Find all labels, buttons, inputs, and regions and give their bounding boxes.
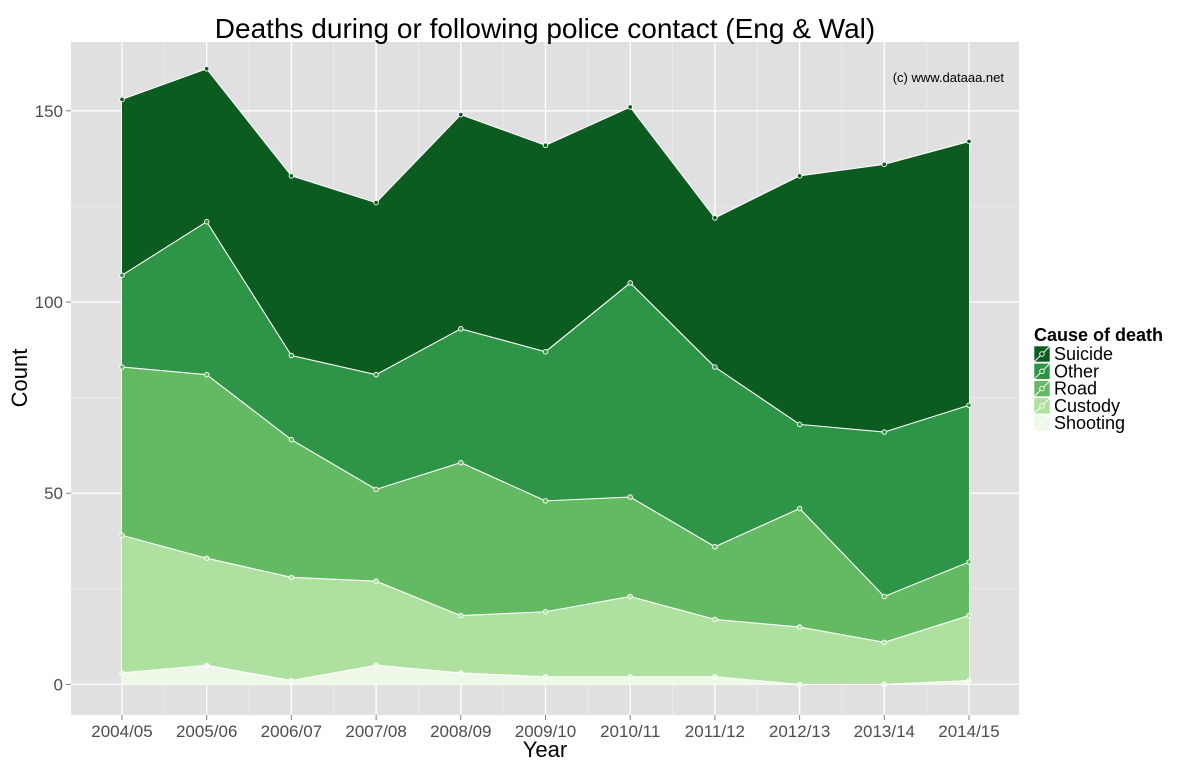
point-custody	[627, 593, 633, 600]
point-custody	[119, 532, 125, 539]
chart-title: Deaths during or following police contac…	[215, 13, 875, 44]
x-tick-label: 2005/06	[176, 722, 237, 741]
point-suicide	[119, 96, 125, 103]
area-shooting	[122, 665, 969, 685]
point-suicide	[966, 138, 972, 145]
point-suicide	[288, 173, 295, 179]
legend-label-other: Other	[1054, 361, 1099, 381]
x-tick-label: 2008/09	[430, 722, 491, 741]
point-suicide	[881, 161, 888, 168]
point-suicide	[542, 142, 549, 148]
point-road	[712, 544, 718, 550]
point-road	[373, 486, 379, 493]
x-tick-label: 2012/13	[769, 722, 830, 741]
legend-key-point	[1039, 420, 1045, 426]
y-tick-label: 150	[35, 102, 63, 121]
point-shooting	[712, 674, 718, 680]
point-shooting	[542, 674, 549, 680]
legend-title: Cause of death	[1034, 325, 1163, 345]
point-other	[458, 326, 464, 332]
point-shooting	[881, 681, 888, 688]
point-shooting	[627, 674, 633, 680]
y-tick-label: 0	[54, 675, 63, 694]
point-shooting	[373, 662, 379, 669]
point-other	[712, 364, 718, 370]
x-tick-label: 2014/15	[938, 722, 999, 741]
point-other	[966, 402, 972, 409]
area-other	[122, 221, 969, 597]
point-custody	[458, 612, 464, 619]
legend-label-custody: Custody	[1054, 396, 1120, 416]
point-other	[373, 371, 379, 378]
point-custody	[796, 624, 803, 630]
x-tick-label: 2013/14	[854, 722, 915, 741]
point-road	[881, 593, 888, 600]
point-shooting	[119, 670, 125, 676]
point-other	[796, 421, 803, 428]
point-suicide	[712, 215, 718, 221]
point-other	[288, 352, 295, 359]
y-tick-label: 50	[44, 484, 63, 503]
point-custody	[712, 616, 718, 623]
legend-key-point	[1039, 385, 1045, 392]
point-suicide	[458, 111, 464, 118]
data-points	[119, 66, 972, 688]
point-other	[627, 280, 633, 286]
point-other	[881, 429, 888, 435]
legend-key-point	[1039, 351, 1045, 357]
x-axis-ticks: 2004/05 2005/06 2006/07 2007/08 2008/09 2009/…	[91, 715, 1000, 741]
legend-key-point	[1039, 368, 1045, 375]
point-road	[542, 498, 549, 504]
x-tick-label: 2011/12	[685, 722, 745, 741]
point-other	[203, 218, 210, 225]
point-road	[627, 494, 633, 500]
point-road	[458, 459, 464, 466]
point-shooting	[966, 677, 972, 684]
y-tick-label: 100	[35, 293, 63, 312]
point-custody	[966, 612, 972, 619]
point-other	[542, 348, 549, 355]
point-other	[119, 272, 125, 279]
x-tick-label: 2006/07	[261, 722, 322, 741]
legend-label-road: Road	[1054, 379, 1097, 399]
x-tick-label: 2004/05	[91, 722, 152, 741]
y-axis-title: Count	[7, 349, 32, 408]
point-road	[288, 436, 295, 443]
legend-key-point	[1039, 403, 1045, 409]
credit-text: (c) www.dataaa.net	[893, 70, 1005, 85]
point-road	[966, 559, 972, 565]
point-suicide	[627, 104, 633, 110]
point-custody	[203, 555, 210, 561]
point-road	[796, 505, 803, 512]
x-tick-label: 2010/11	[600, 722, 660, 741]
legend-label-shooting: Shooting	[1054, 413, 1125, 433]
area-layers	[121, 68, 970, 685]
point-custody	[288, 574, 295, 581]
point-suicide	[796, 173, 803, 179]
x-tick-label: 2009/10	[515, 722, 576, 741]
point-road	[203, 371, 210, 378]
point-shooting	[203, 662, 210, 669]
area-road	[122, 367, 969, 643]
x-axis-title: Year	[523, 737, 567, 762]
legend: Cause of death SuicideOtherRoadCustodySh…	[1033, 325, 1163, 433]
point-road	[119, 364, 125, 370]
legend-label-suicide: Suicide	[1054, 344, 1113, 364]
area-custody	[122, 535, 969, 685]
point-custody	[542, 609, 549, 615]
area-suicide	[122, 68, 969, 433]
x-tick-label: 2007/08	[345, 722, 406, 741]
point-custody	[881, 639, 888, 646]
y-axis-ticks: 0 50 100 150	[35, 102, 71, 694]
point-shooting	[796, 681, 803, 688]
point-suicide	[203, 66, 210, 72]
point-shooting	[458, 670, 464, 676]
point-custody	[373, 578, 379, 584]
point-suicide	[373, 199, 379, 206]
point-shooting	[288, 677, 295, 684]
